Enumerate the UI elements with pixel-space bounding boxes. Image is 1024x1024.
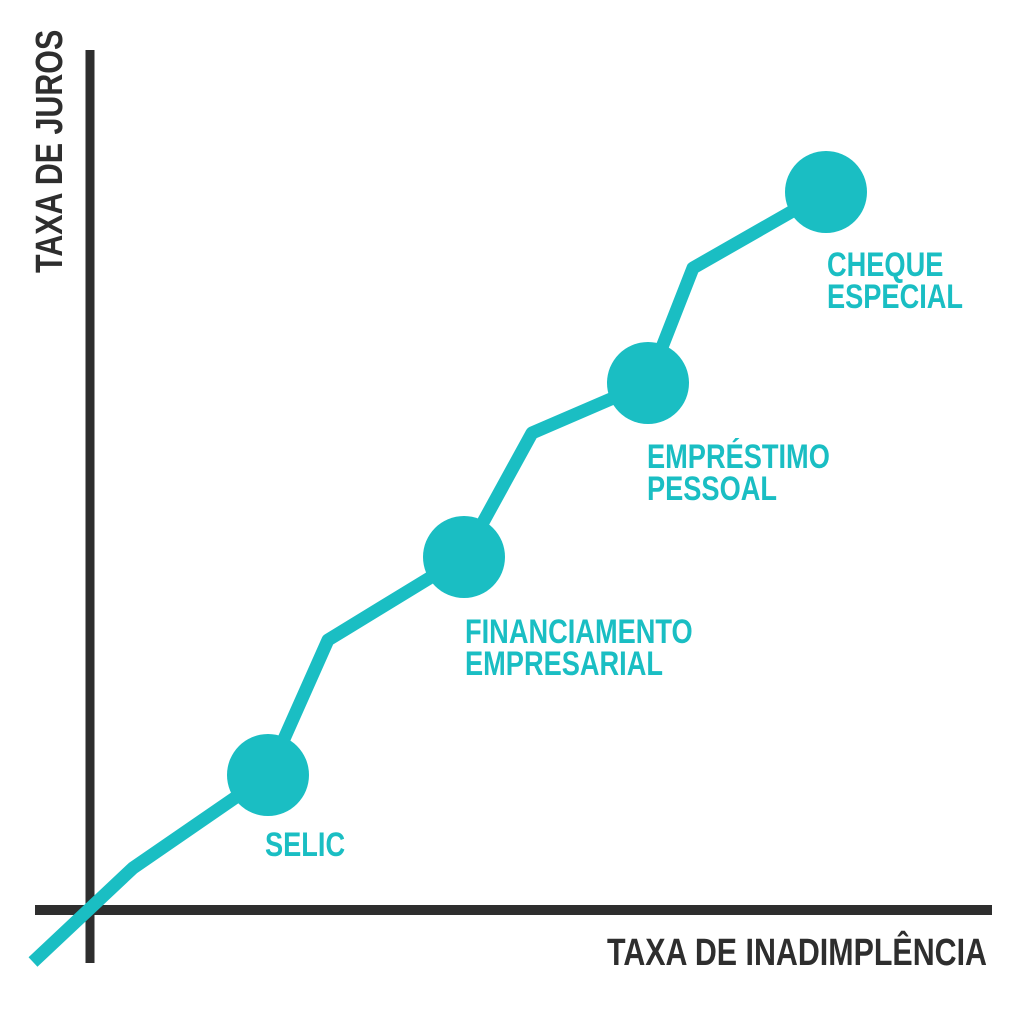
data-point-dot-cheque-especial <box>785 151 867 233</box>
data-point-dot-financiamento-empresarial <box>423 516 505 598</box>
point-label-emprestimo-pessoal: EMPRÉSTIMO PESSOAL <box>647 438 830 508</box>
y-axis-label: TAXA DE JUROS <box>29 29 71 273</box>
data-point-dot-emprestimo-pessoal <box>607 342 689 424</box>
x-axis-label: TAXA DE INADIMPLÊNCIA <box>607 932 987 974</box>
data-point-dot-selic <box>227 734 309 816</box>
point-label-cheque-especial: CHEQUE ESPECIAL <box>827 246 964 316</box>
point-label-financiamento-empresarial: FINANCIAMENTO EMPRESARIAL <box>465 613 693 683</box>
point-label-selic: SELIC <box>265 826 346 864</box>
